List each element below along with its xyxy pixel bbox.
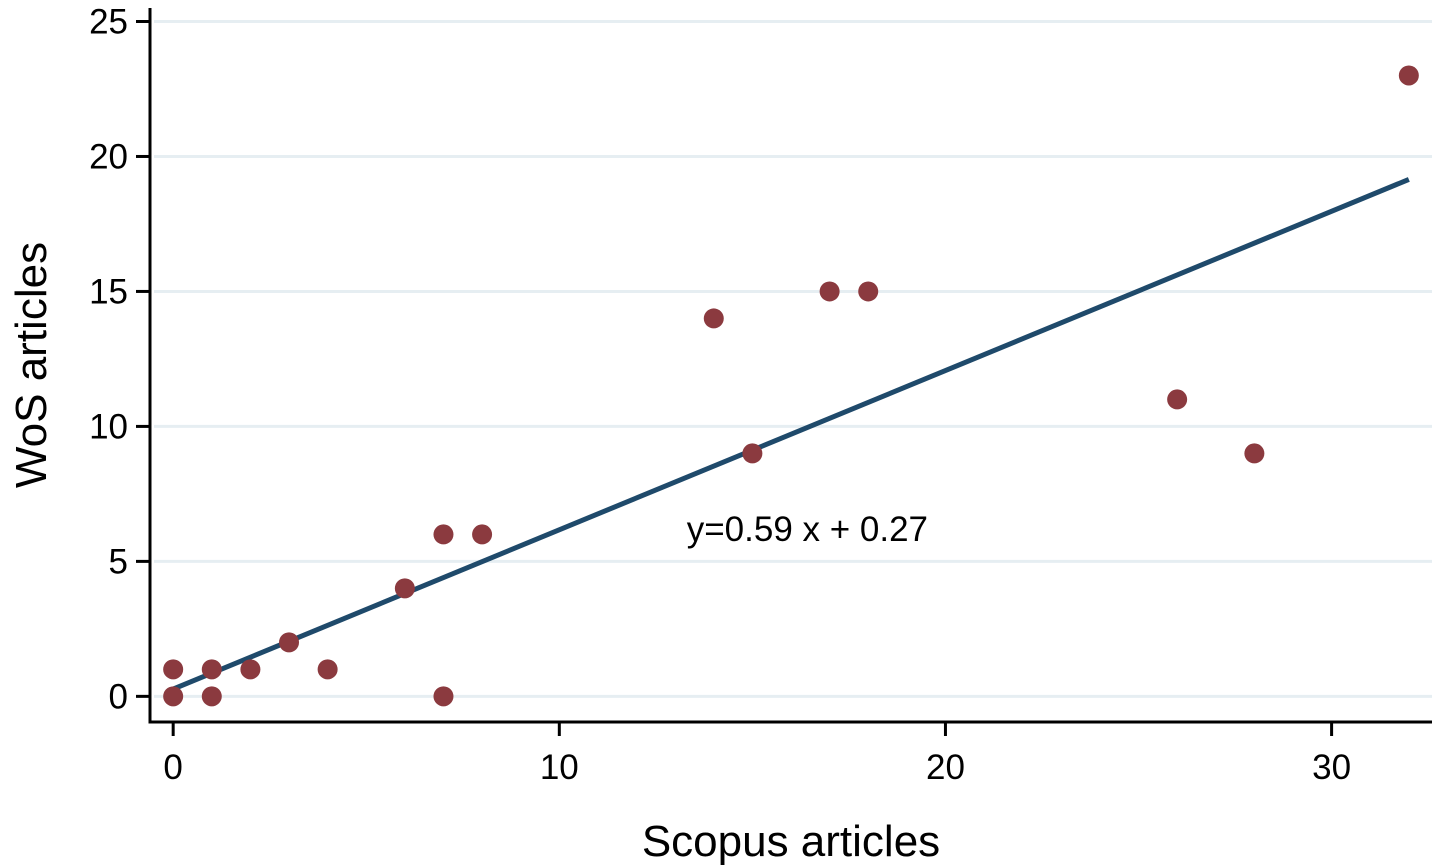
x-tick-label-20: 20 — [926, 748, 965, 787]
data-point-0 — [163, 659, 184, 680]
data-point-8 — [433, 524, 454, 545]
ticks: 0 5 10 15 20 25 0 10 20 30 — [89, 2, 1351, 787]
x-tick-label-10: 10 — [540, 748, 579, 787]
data-point-1 — [163, 686, 184, 707]
y-tick-label-25: 25 — [89, 2, 128, 41]
x-tick-label-0: 0 — [163, 748, 182, 787]
y-axis-title: WoS articles — [7, 242, 56, 488]
data-point-15 — [1167, 389, 1188, 410]
data-point-14 — [858, 281, 879, 302]
y-tick-label-15: 15 — [89, 272, 128, 311]
data-point-12 — [742, 443, 763, 464]
grid-lines — [154, 19, 1432, 698]
regression-line — [172, 177, 1410, 692]
data-point-9 — [433, 686, 454, 707]
data-point-10 — [472, 524, 493, 545]
data-points — [163, 65, 1419, 707]
data-point-16 — [1244, 443, 1265, 464]
data-point-2 — [201, 659, 222, 680]
y-tick-label-10: 10 — [89, 407, 128, 446]
regression-equation-label: y=0.59 x + 0.27 — [687, 510, 928, 549]
x-tick-label-30: 30 — [1312, 748, 1351, 787]
x-axis-title: Scopus articles — [642, 817, 940, 866]
y-tick-label-0: 0 — [109, 677, 128, 716]
data-point-17 — [1398, 65, 1419, 86]
data-point-11 — [703, 308, 724, 329]
data-point-3 — [201, 686, 222, 707]
y-tick-label-20: 20 — [89, 137, 128, 176]
y-tick-label-5: 5 — [109, 542, 128, 581]
data-point-13 — [819, 281, 840, 302]
data-point-4 — [240, 659, 261, 680]
data-point-5 — [279, 632, 300, 653]
data-point-6 — [317, 659, 338, 680]
axes — [148, 8, 1432, 724]
data-point-7 — [394, 578, 415, 599]
